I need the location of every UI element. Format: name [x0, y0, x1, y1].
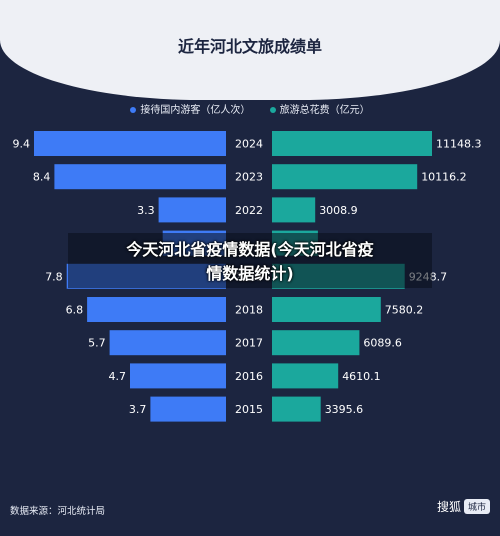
data-label-spending-2018: 7580.2 — [385, 304, 424, 317]
sohu-watermark: 搜狐 城市 — [437, 498, 490, 515]
caption-overlay-text: 今天河北省疫情数据(今天河北省疫 情数据统计) — [68, 238, 432, 286]
bar-spending-2018 — [272, 297, 381, 322]
bar-visitors-2024 — [34, 131, 226, 156]
bar-spending-2024 — [272, 131, 432, 156]
category-label-2017: 2017 — [235, 337, 263, 350]
bar-visitors-2023 — [54, 164, 227, 190]
data-label-visitors-2017: 5.7 — [88, 337, 106, 350]
legend-label-spending: 旅游总花费（亿元） — [279, 105, 370, 116]
bar-visitors-2022 — [158, 197, 226, 223]
bar-visitors-2015 — [150, 396, 226, 422]
data-label-spending-2023: 10116.2 — [421, 171, 467, 184]
bar-spending-2015 — [272, 396, 321, 422]
legend-item-visitors: 接待国内游客（亿人次） — [130, 101, 250, 116]
legend-item-spending: 旅游总花费（亿元） — [269, 101, 370, 116]
bar-visitors-2016 — [130, 363, 226, 389]
chart-title: 近年河北文旅成绩单 — [177, 37, 322, 56]
legend-dot-visitors-icon — [130, 107, 137, 113]
legend-dot-spending-icon — [269, 107, 276, 113]
watermark-badge: 城市 — [463, 499, 490, 514]
chart-legend: 接待国内游客（亿人次） 旅游总花费（亿元） — [0, 101, 500, 116]
data-label-spending-2015: 3395.6 — [325, 403, 364, 416]
category-label-2015: 2015 — [235, 403, 263, 416]
data-source: 数据来源：河北统计局 — [10, 506, 106, 517]
data-label-spending-2022: 3008.9 — [319, 204, 358, 217]
legend-label-visitors: 接待国内游客（亿人次） — [140, 105, 251, 116]
data-label-spending-2016: 4610.1 — [342, 370, 381, 383]
bar-spending-2016 — [272, 363, 339, 389]
watermark-brand: 搜狐 — [436, 500, 461, 514]
data-label-visitors-2015: 3.7 — [129, 403, 147, 416]
data-label-spending-2017: 6089.6 — [363, 337, 402, 350]
data-label-visitors-2024: 9.4 — [13, 138, 31, 151]
data-label-visitors-2019: 7.8 — [45, 270, 63, 283]
bar-spending-2022 — [272, 197, 316, 223]
data-label-visitors-2022: 3.3 — [137, 204, 155, 217]
data-label-spending-2024: 11148.3 — [436, 138, 482, 151]
bar-visitors-2018 — [87, 297, 226, 322]
caption-line-2: 情数据统计) — [206, 264, 294, 283]
data-label-visitors-2018: 6.8 — [66, 304, 84, 317]
data-label-visitors-2016: 4.7 — [109, 370, 127, 383]
bar-spending-2023 — [272, 164, 418, 190]
bar-visitors-2017 — [109, 330, 226, 356]
category-label-2018: 2018 — [235, 304, 263, 317]
caption-line-1: 今天河北省疫情数据(今天河北省疫 — [126, 240, 374, 259]
category-label-2022: 2022 — [235, 204, 263, 217]
category-label-2024: 2024 — [235, 138, 263, 151]
data-label-visitors-2023: 8.4 — [33, 171, 51, 184]
caption-overlay-box — [68, 233, 432, 288]
category-label-2016: 2016 — [235, 370, 263, 383]
header-band — [0, 0, 500, 100]
category-label-2023: 2023 — [235, 171, 263, 184]
bar-spending-2017 — [272, 330, 360, 356]
